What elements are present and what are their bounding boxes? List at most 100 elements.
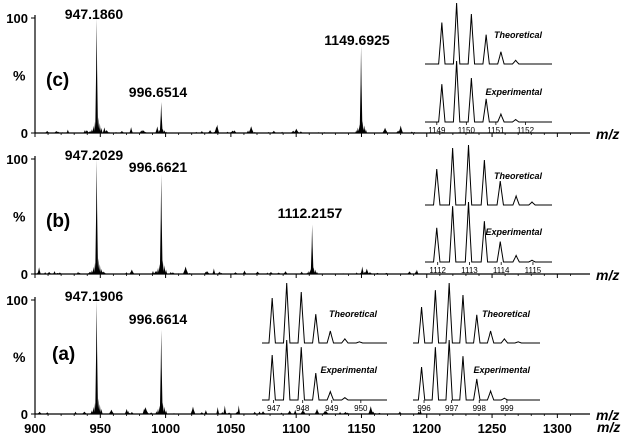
isotope-shoulder [161,260,165,274]
inset-theoretical-label: Theoretical [329,309,378,319]
peak-3 [310,224,314,274]
peak-1 [95,159,99,274]
noise-peak [323,411,329,414]
panel-b-peak-label-3: 1112.2157 [278,205,343,221]
noise-peak [298,131,303,133]
noise-peak [255,271,260,274]
noise-peak [119,130,125,133]
noise-peak [408,273,412,274]
noise-peak [293,409,297,414]
inset-experimental-label: Experimental [485,87,542,97]
noise-peak [233,272,238,274]
noise-peak [129,411,135,414]
noise-peak [145,411,150,414]
isotope-shoulder [158,405,161,414]
inset-tick-label: 996 [417,404,431,413]
inset-tick-label: 950 [354,404,368,413]
isotope-shoulder [312,267,315,274]
isotope-shoulder [163,406,166,414]
noise-peak [271,130,277,133]
noise-peak [76,271,80,274]
isotope-shoulder [161,402,165,414]
panel-c-peak-label-2: 996.6514 [129,84,188,100]
noise-peak [225,131,230,133]
noise-peak [207,130,213,133]
noise-peak [368,406,374,414]
x-tick-label: 1000 [151,421,180,436]
inset-tick-label: 1150 [458,126,476,135]
noise-peak [252,411,257,414]
noise-peak [231,130,237,133]
noise-peak [184,272,189,274]
noise-peak [102,127,107,133]
noise-peak [314,408,320,414]
noise-peak [265,272,269,274]
noise-peak [338,411,342,414]
noise-peak [151,270,155,274]
inset-tick-label: 998 [473,404,487,413]
noise-peak [246,130,250,133]
isotope-shoulder [100,408,103,414]
isotope-shoulder [98,122,102,133]
noise-peak [114,132,118,133]
y-tick-label: 100 [6,293,28,308]
noise-peak [186,273,193,274]
noise-peak [382,127,388,133]
isotope-shoulder [163,130,166,133]
noise-peak [222,412,228,414]
noise-peak [86,130,89,133]
inset-tick-label: 999 [500,404,514,413]
noise-peak [253,132,257,133]
noise-peak [43,272,47,274]
inset-tick-label: 1113 [461,266,478,275]
isotope-shoulder [156,131,160,133]
isotope-shoulder [158,264,161,274]
inset-experimental-profile [425,201,552,263]
y-tick-label: 0 [21,407,28,422]
peak-3 [359,45,363,133]
noise-peak [257,411,262,414]
noise-peak [412,131,417,133]
panel-a-peak-label-2: 996.6614 [129,311,188,327]
noise-peak [194,131,198,133]
noise-peak [129,127,133,133]
noise-peak [283,271,288,274]
noise-peak [149,412,154,414]
y-tick-label: 0 [21,126,28,141]
inset-experimental-label: Experimental [320,365,377,375]
isotope-shoulder [90,410,94,414]
noise-peak [223,405,227,414]
x-tick-label: 950 [89,421,111,436]
inset-theoretical-label: Theoretical [482,309,531,319]
noise-peak [220,411,224,414]
isotope-shoulder [92,406,95,414]
noise-peak [355,272,359,274]
noise-peak [44,130,50,133]
peak-2 [159,101,163,133]
isotope-shoulder [90,270,94,274]
noise-peak [409,131,414,133]
x-tick-label: 1300 [543,421,572,436]
noise-peak [129,269,135,274]
noise-peak [395,130,401,133]
panel-b-peak-label-2: 996.6621 [129,159,188,175]
y-tick-label: 0 [21,267,28,282]
noise-peak [299,271,304,274]
inset-experimental-label: Experimental [485,227,542,237]
isotope-shoulder [314,269,317,274]
noise-peak [294,130,298,133]
isotope-shoulder [98,263,102,274]
inset-tick-label: 947 [267,404,281,413]
noise-peak [279,412,284,414]
noise-peak [246,131,250,133]
noise-peak [81,412,88,414]
y-tick-label: 100 [6,11,28,26]
noise-peak [155,126,160,133]
noise-peak [53,271,56,274]
noise-peak [322,132,327,133]
isotope-shoulder [164,269,168,274]
isotope-shoulder [364,129,368,133]
isotope-shoulder [90,129,94,133]
inset-tick-label: 1114 [493,266,510,275]
isotope-shoulder [161,128,165,133]
